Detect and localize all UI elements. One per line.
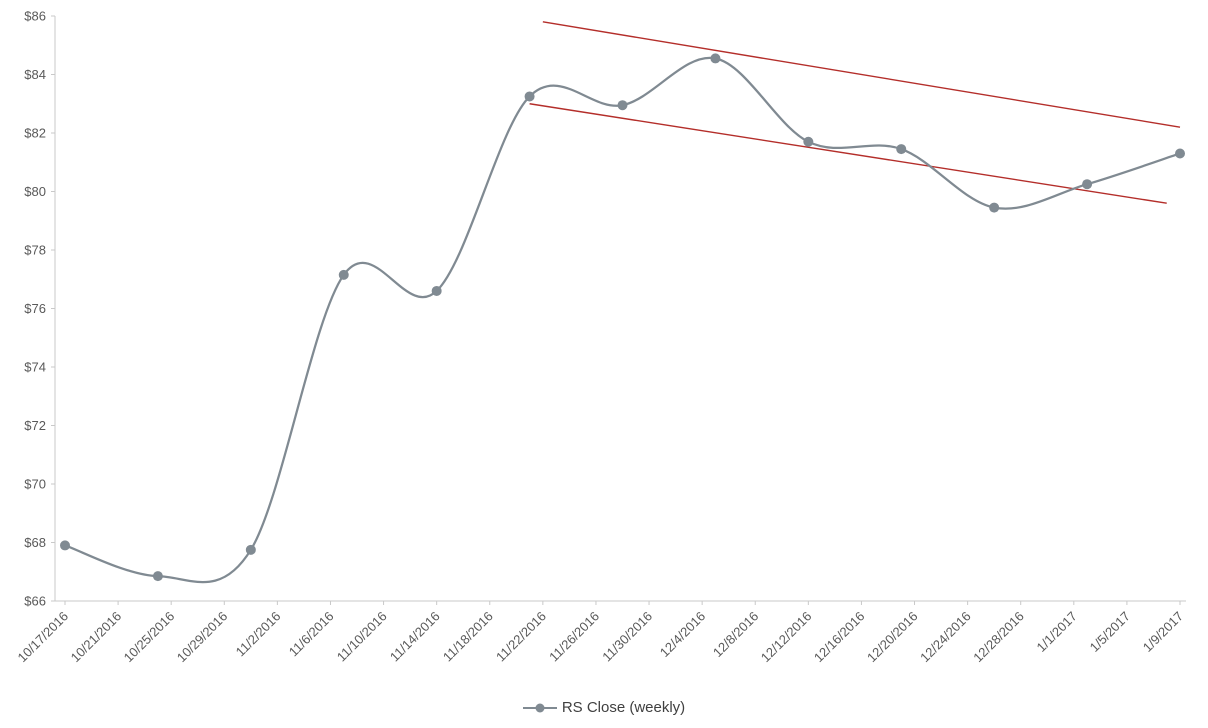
x-axis-label: 11/14/2016 [387,609,443,665]
data-point-marker[interactable] [245,544,256,555]
data-point-marker[interactable] [152,571,163,582]
data-point-marker[interactable] [617,100,628,111]
y-axis-label: $70 [24,477,46,492]
x-axis-label: 11/18/2016 [440,609,496,665]
data-point-marker[interactable] [710,53,721,64]
y-axis-label: $74 [24,360,46,375]
x-axis-label: 11/22/2016 [493,609,549,665]
y-axis-label: $72 [24,418,46,433]
x-axis-label: 12/20/2016 [864,609,921,666]
data-point-marker[interactable] [989,202,1000,213]
y-axis-label: $76 [24,301,46,316]
x-axis-label: 12/24/2016 [917,609,974,666]
x-axis-label: 1/5/2017 [1087,609,1133,655]
y-axis-label: $78 [24,243,46,258]
data-point-marker[interactable] [1175,148,1185,159]
y-axis-label: $80 [24,184,46,199]
x-axis-label: 10/17/2016 [14,609,71,666]
x-axis-label: 10/21/2016 [68,609,125,666]
series-line-marker-icon [522,702,557,714]
x-axis-label: 10/29/2016 [174,609,231,666]
data-point-marker[interactable] [338,269,349,280]
x-axis-label: 12/28/2016 [970,609,1027,666]
x-axis-label: 11/26/2016 [546,609,602,665]
chart-canvas: $66 $68 $70 $72 $74 $76 $78 $80 $82 $84 $86 10/17/2… [14,9,1186,666]
y-axis-label: $66 [24,594,46,609]
x-axis-label: 1/9/2017 [1140,609,1186,655]
data-point-marker[interactable] [803,136,814,147]
x-axis-label: 12/4/2016 [657,609,709,661]
y-axis-label: $82 [24,126,46,141]
y-axis-label: $68 [24,535,46,550]
x-axis-label: 11/30/2016 [599,609,655,665]
x-axis-label: 11/2/2016 [233,609,284,660]
legend[interactable]: RS Close (weekly) [0,699,1208,716]
y-axis-label: $84 [24,67,46,82]
trendline-lower-channel [529,103,1167,204]
x-axis-label: 12/8/2016 [710,609,762,661]
data-point-marker[interactable] [1082,179,1093,190]
x-axis-label: 12/12/2016 [758,609,815,666]
x-axis-label: 11/10/2016 [334,609,390,665]
legend-label: RS Close (weekly) [561,699,686,716]
trendline-upper-channel [542,21,1181,128]
series-line [63,56,1182,584]
data-point-marker[interactable] [896,144,907,155]
x-axis-label: 1/1/2017 [1034,609,1080,655]
x-axis-label: 10/25/2016 [121,609,178,666]
data-point-marker[interactable] [524,91,535,102]
data-point-marker[interactable] [431,285,442,296]
data-point-marker[interactable] [60,540,70,551]
x-axis-label: 12/16/2016 [811,609,868,666]
x-axis-label: 11/6/2016 [286,609,337,660]
y-axis-label: $86 [24,9,46,24]
